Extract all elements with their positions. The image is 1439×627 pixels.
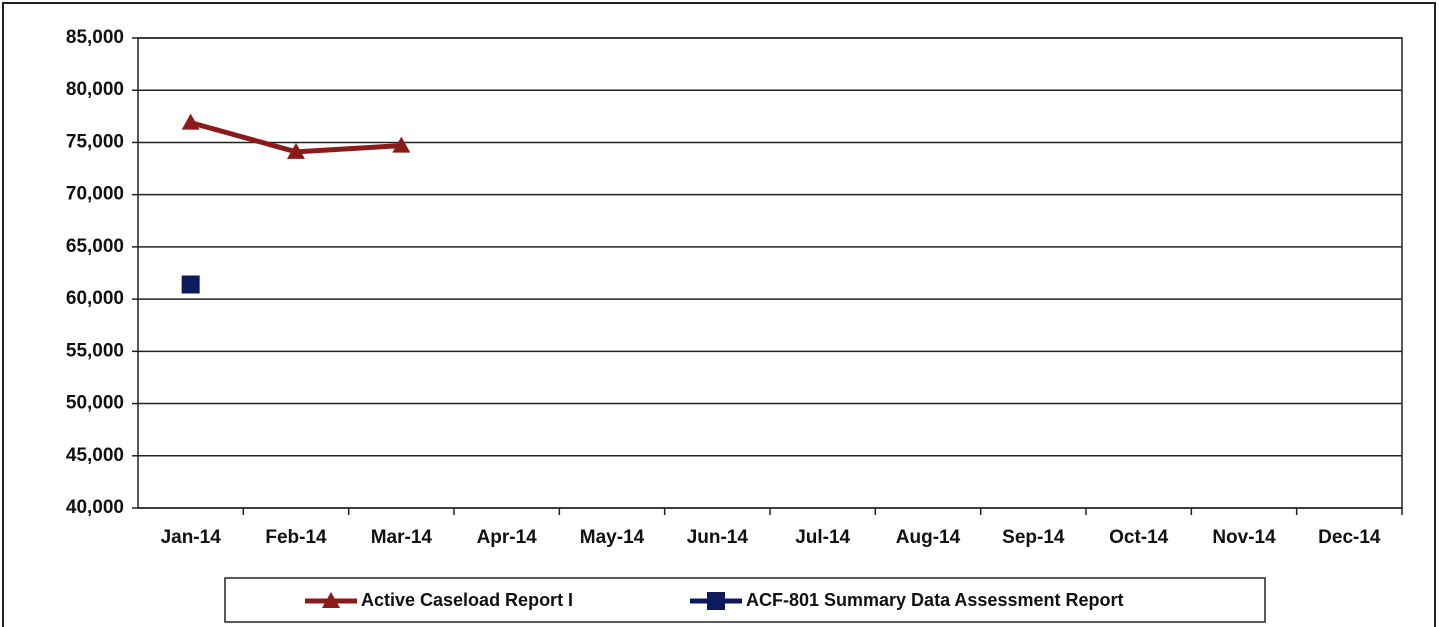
y-tick-label: 45,000	[66, 445, 124, 466]
x-tick-label: Nov-14	[1212, 527, 1276, 548]
plot-area	[137, 37, 1403, 509]
y-tick-label: 75,000	[66, 131, 124, 152]
x-tick-label: Feb-14	[265, 527, 327, 548]
x-tick-label: Sep-14	[1002, 527, 1065, 548]
x-tick-label: May-14	[580, 527, 645, 548]
x-tick-label: Oct-14	[1109, 527, 1169, 548]
x-tick-label: Jan-14	[161, 527, 222, 548]
data-point	[392, 136, 411, 153]
data-point	[181, 275, 200, 294]
legend-box	[224, 577, 1266, 623]
data-point	[181, 113, 200, 130]
y-tick-label: 50,000	[66, 393, 124, 414]
x-tick-label: Jul-14	[795, 527, 850, 548]
y-tick-label: 80,000	[66, 79, 124, 100]
x-tick-label: Dec-14	[1318, 527, 1381, 548]
legend-marker	[322, 592, 340, 608]
x-tick-label: Apr-14	[477, 527, 538, 548]
x-tick-label: Mar-14	[371, 527, 433, 548]
y-tick-label: 55,000	[66, 340, 124, 361]
y-tick-label: 85,000	[66, 27, 124, 48]
legend-marker	[707, 592, 725, 610]
x-tick-label: Aug-14	[896, 527, 961, 548]
legend-label: ACF-801 Summary Data Assessment Report	[746, 590, 1123, 610]
x-tick-label: Jun-14	[687, 527, 749, 548]
y-tick-label: 40,000	[66, 497, 124, 518]
legend-label: Active Caseload Report I	[361, 590, 573, 610]
data-point	[287, 142, 305, 159]
y-tick-label: 65,000	[66, 236, 124, 257]
y-tick-label: 70,000	[66, 184, 124, 205]
y-tick-label: 60,000	[66, 288, 124, 309]
